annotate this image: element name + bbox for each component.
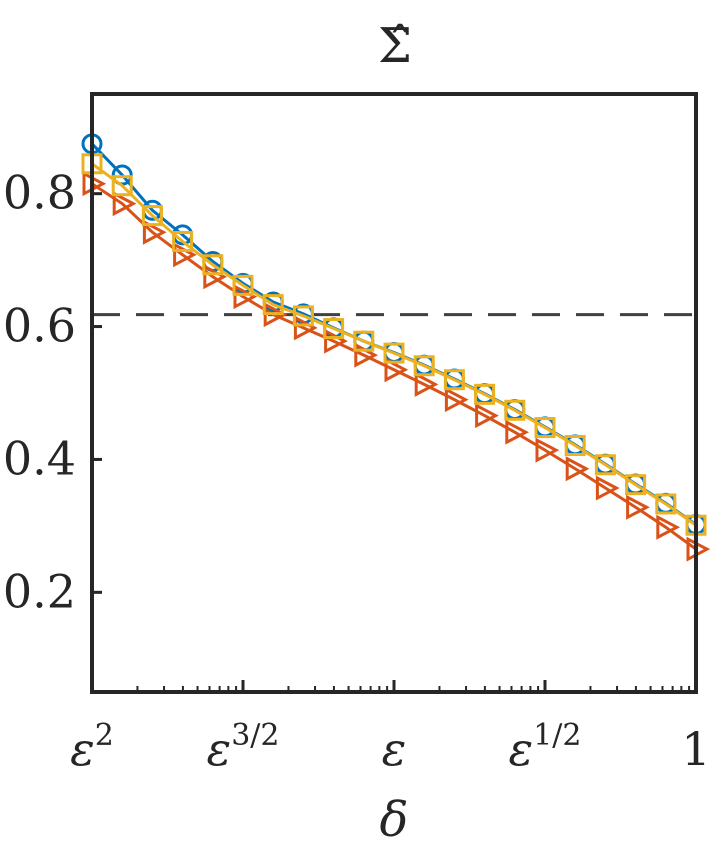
data-point-triangle [565,456,590,482]
tick-marks [90,192,698,692]
x-tick-label: ε [382,722,407,776]
axes-frame [90,92,698,694]
y-tick-labels: 0.2 0.4 0.6 0.8 [3,166,76,619]
data-point-triangle [112,191,137,217]
data-point-triangle [656,514,681,540]
x-tick-label: ε2 [70,718,114,776]
y-tick-label: 0.4 [3,431,76,485]
data-point-square [232,274,254,296]
data-point-square [594,454,616,476]
data-point-triangle [233,284,258,310]
series-square [81,153,707,536]
data-point-triangle [626,494,650,520]
data-point-square [534,417,556,439]
axes [90,92,698,694]
x-tick-labels: ε2 ε3/2 ε ε1/2 1 [70,718,711,776]
data-point-square [413,355,435,377]
y-tick-label: 0.2 [3,564,76,618]
data-point-triangle [535,437,560,463]
data-point-square [564,434,586,456]
data-point-triangle [293,315,318,341]
data-point-square [383,342,405,364]
data-point-square [504,399,526,421]
data-point-square [353,330,375,352]
data-point-square [172,231,194,253]
plot-area [81,133,711,562]
data-point-triangle [444,387,469,413]
data-point-triangle [595,475,620,501]
data-point-square [141,205,163,227]
data-point-square [443,369,465,391]
x-tick-label: 1 [681,722,710,776]
chart-title: Σ̂ [378,18,412,74]
data-point-triangle [203,264,228,290]
data-point-triangle [414,371,439,397]
data-point-square [292,305,314,327]
x-tick-label: ε1/2 [509,718,582,776]
data-point-square [323,318,345,340]
data-point-square [262,294,284,316]
y-tick-label: 0.8 [3,166,76,220]
data-point-square [625,474,647,496]
data-point-triangle [384,357,409,383]
data-point-square [474,383,496,405]
y-tick-label: 0.6 [3,299,76,353]
data-point-square [655,493,677,515]
x-axis-label: δ [380,792,409,842]
series-line-triangle-right [91,182,697,551]
data-point-triangle [142,219,167,245]
data-point-square [111,175,133,197]
data-point-square [202,254,224,276]
chart-title-text: Σ̂ [378,18,412,74]
series-line-circle [90,142,697,526]
x-tick-label: ε3/2 [207,718,280,776]
data-point-triangle [475,403,499,429]
data-point-triangle [505,419,530,445]
